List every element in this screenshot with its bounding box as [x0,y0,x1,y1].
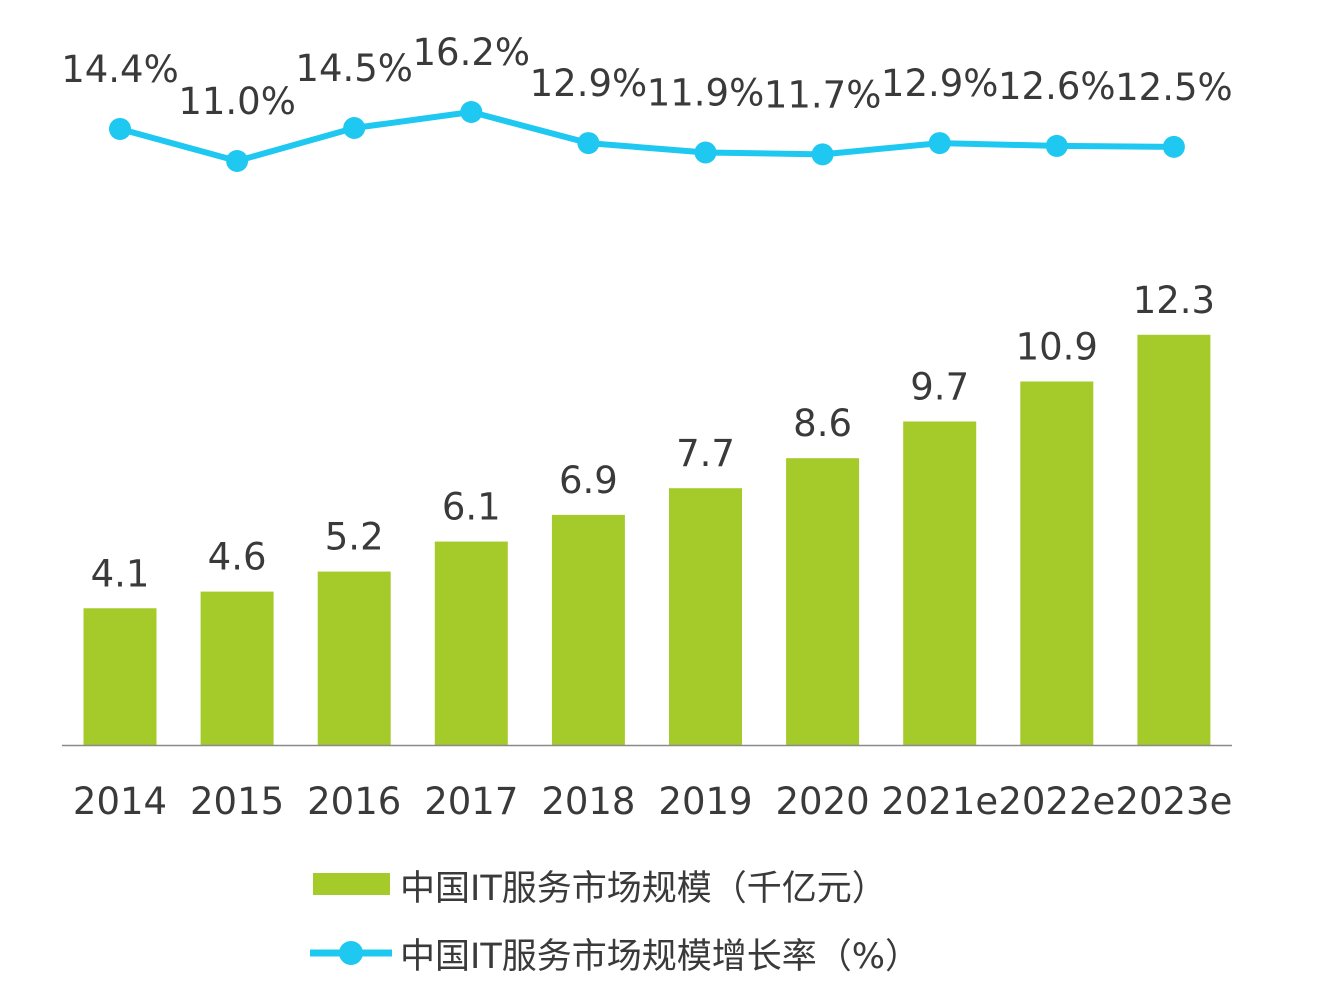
line-data-label: 14.4% [61,48,179,91]
line-point [109,117,131,140]
x-tick-label: 2015 [190,780,284,823]
bar-data-label: 9.7 [910,366,969,409]
x-tick-label: 2017 [424,780,518,823]
legend: 中国IT服务市场规模（千亿元） 中国IT服务市场规模增长率（%） [310,869,920,977]
bar-data-label: 5.2 [325,516,384,559]
bar [1020,381,1094,745]
line-point [343,117,366,140]
bar-series: 4.1 4.6 5.2 6.1 6.9 7.7 8.6 9.7 10.9 12.3 [83,279,1215,745]
x-tick-label: 2018 [541,780,635,823]
x-tick-label: 2021e [881,780,998,823]
legend-bar-label: 中国IT服务市场规模（千亿元） [400,869,887,909]
x-tick-label: 2019 [658,780,752,823]
line-data-label: 14.5% [295,47,413,90]
line-data-label: 12.5% [1115,66,1233,109]
bar [669,488,742,745]
bar-data-label: 4.1 [91,552,150,595]
line-data-label: 11.9% [647,72,765,115]
x-tick-label: 2023e [1115,780,1232,823]
x-tick-labels: 2014 2015 2016 2017 2018 2019 2020 2021e 2022e 20… [73,780,1232,823]
bar-data-label: 8.6 [793,402,852,445]
bar [83,608,157,745]
line-point [1045,134,1068,157]
growth-line [119,109,1174,164]
bar-data-label: 7.7 [676,432,735,475]
line-series: 14.4%11.0%14.5% 16.2%12.9% 11.9% 11.7% 12.9%… [61,31,1233,172]
line-data-label: 12.9% [881,62,999,105]
bar-data-label: 4.6 [208,536,267,579]
bar [1137,334,1211,745]
line-point [811,143,834,166]
bar [434,541,508,745]
line-data-label: 12.6% [998,65,1116,108]
legend-bar-swatch [313,873,390,895]
bar [786,458,860,745]
bar [200,591,274,745]
legend-line-marker [339,941,363,965]
bar-data-label: 6.9 [559,459,618,502]
line-data-label: 11.0% [178,80,296,123]
bar [551,514,625,745]
line-point [226,149,249,172]
bar-data-label: 12.3 [1133,279,1215,322]
x-tick-label: 2016 [307,780,401,823]
line-point [577,132,600,155]
x-tick-label: 2022e [998,780,1115,823]
line-point [460,101,483,123]
x-tick-label: 2014 [73,780,167,823]
line-point [928,132,951,155]
legend-line-label: 中国IT服务市场规模增长率（%） [400,937,920,977]
line-data-label: 16.2% [413,31,531,74]
line-data-label: 11.7% [764,73,882,116]
bar [903,421,977,745]
line-point [694,141,717,164]
bar [317,571,391,745]
line-data-label: 12.9% [530,62,648,105]
line-point [1162,135,1185,158]
bar-data-label: 6.1 [442,486,501,529]
bar-data-label: 10.9 [1016,325,1098,368]
x-tick-label: 2020 [776,780,870,823]
